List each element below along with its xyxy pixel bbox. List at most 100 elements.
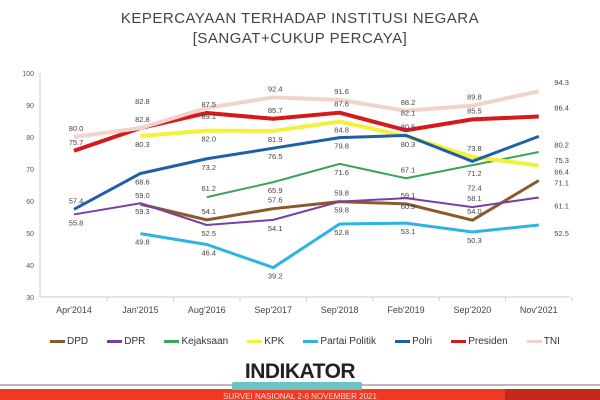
- legend-item-dpr: DPR: [107, 336, 145, 347]
- data-label-dpd: 54.0: [467, 207, 482, 216]
- footer-text: SURVEI NASIONAL 2-6 NOVEMBER 2021: [223, 392, 377, 400]
- data-label-polri: 80.5: [401, 122, 416, 131]
- legend-swatch: [247, 340, 263, 343]
- data-label-tni: 94.3: [554, 78, 569, 87]
- data-label-dpd: 54.1: [201, 207, 216, 216]
- data-label-dpd: 66.4: [554, 168, 569, 177]
- chart-title: KEPERCAYAAN TERHADAP INSTITUSI NEGARA: [120, 10, 480, 27]
- line-chart: 30 40 50 60 70 80 90 100 Apr'2014 Jan'2015 Aug'201…: [22, 71, 573, 315]
- data-label-kejaksaan: 75.3: [554, 156, 569, 165]
- y-tick-label: 40: [26, 263, 34, 270]
- data-label-dpd: 59.8: [334, 189, 349, 198]
- legend-item-partai-politik: Partai Politik: [303, 336, 376, 347]
- x-tick-label: Sep'2020: [454, 305, 492, 315]
- legend-label: Presiden: [468, 336, 508, 347]
- data-label-tni: 82.8: [135, 97, 150, 106]
- data-label-kejaksaan: 65.9: [268, 186, 283, 195]
- data-label-kpk: 82.0: [201, 135, 216, 144]
- data-label-partai-politik: 46.4: [201, 249, 216, 258]
- data-label-dpr: 60.9: [401, 202, 416, 211]
- data-label-kpk: 81.9: [268, 135, 283, 144]
- legend-item-presiden: Presiden: [451, 336, 508, 347]
- data-label-dpd: 59.1: [401, 191, 416, 200]
- data-label-tni: 91.6: [334, 87, 349, 96]
- legend-label: TNI: [543, 336, 560, 347]
- series-line-tni: [73, 89, 540, 139]
- x-tick-label: Nov'2021: [520, 305, 558, 315]
- y-tick-label: 80: [26, 135, 34, 142]
- legend-label: DPD: [67, 336, 89, 347]
- legend: DPD DPR Kejaksaan KPK Partai Politik Polri Pre…: [50, 336, 560, 347]
- legend-swatch: [50, 340, 65, 343]
- data-label-tni: 89.8: [467, 93, 482, 102]
- data-label-polri: 57.4: [69, 196, 84, 205]
- teal-bar: [232, 382, 362, 390]
- legend-swatch: [451, 340, 467, 343]
- data-label-tni: 88.2: [401, 98, 416, 107]
- chart-subtitle: [SANGAT+CUKUP PERCAYA]: [192, 30, 408, 47]
- data-label-polri: 72.4: [467, 183, 482, 192]
- data-label-partai-politik: 52.5: [554, 229, 569, 238]
- y-tick-label: 100: [22, 71, 34, 78]
- data-label-presiden: 82.1: [401, 108, 416, 117]
- data-label-dpr: 61.1: [554, 201, 569, 210]
- data-label-polri: 73.2: [201, 163, 216, 172]
- data-label-kejaksaan: 71.6: [334, 168, 349, 177]
- legend-swatch: [107, 340, 123, 343]
- data-label-presiden: 85.5: [467, 106, 482, 115]
- data-label-dpr: 59.8: [334, 206, 349, 215]
- data-label-kejaksaan: 67.1: [401, 165, 416, 174]
- data-label-dpr: 59.3: [135, 207, 150, 216]
- data-label-dpr: 52.5: [201, 229, 216, 238]
- data-label-partai-politik: 53.1: [401, 227, 416, 236]
- x-tick-label: Sep'2017: [254, 305, 292, 315]
- data-label-presiden: 82.8: [135, 115, 150, 124]
- data-label-dpr: 54.1: [268, 224, 283, 233]
- legend-swatch: [303, 340, 319, 343]
- legend-swatch: [395, 340, 411, 343]
- x-tick-label: Jan'2015: [122, 305, 158, 315]
- data-label-kpk: 84.8: [334, 126, 349, 135]
- legend-label: Partai Politik: [320, 336, 376, 347]
- series-line-partai-politik: [140, 221, 539, 270]
- data-label-partai-politik: 52.8: [334, 228, 349, 237]
- footer-band: SURVEI NASIONAL 2-6 NOVEMBER 2021: [0, 389, 600, 400]
- x-tick-label: Apr'2014: [56, 305, 92, 315]
- data-label-polri: 80.2: [554, 140, 569, 149]
- y-tick-label: 50: [26, 231, 34, 238]
- x-tick-label: Feb'2019: [387, 305, 424, 315]
- legend-item-polri: Polri: [395, 336, 432, 347]
- footer-accent: [505, 389, 600, 400]
- legend-item-kejaksaan: Kejaksaan: [164, 336, 228, 347]
- y-tick-label: 30: [26, 295, 34, 302]
- data-label-presiden: 85.7: [268, 106, 283, 115]
- data-label-dpr: 55.8: [69, 218, 84, 227]
- data-label-tni: 92.4: [268, 84, 283, 93]
- data-label-dpr: 58.1: [467, 194, 482, 203]
- legend-swatch: [526, 340, 542, 343]
- legend-item-tni: TNI: [526, 336, 560, 347]
- data-label-kpk: 71.1: [554, 178, 569, 187]
- data-label-kejaksaan: 61.2: [201, 184, 216, 193]
- data-label-tni: 89.1: [201, 112, 216, 121]
- data-label-presiden: 75.7: [69, 138, 84, 147]
- legend-label: Polri: [412, 336, 433, 347]
- series-line-kpk: [140, 119, 540, 168]
- data-label-presiden: 87.5: [201, 100, 216, 109]
- legend-item-dpd: DPD: [50, 336, 88, 347]
- data-label-kpk: 73.8: [467, 144, 482, 153]
- y-tick-label: 70: [26, 167, 34, 174]
- series-line-dpr: [73, 196, 539, 226]
- y-tick-label: 90: [26, 103, 34, 110]
- data-label-partai-politik: 49.8: [135, 238, 150, 247]
- data-label-partai-politik: 39.2: [268, 272, 283, 281]
- data-label-partai-politik: 50.3: [467, 236, 482, 245]
- series-line-polri: [73, 133, 540, 211]
- legend-swatch: [164, 340, 180, 343]
- legend-label: Kejaksaan: [181, 336, 229, 347]
- data-label-kejaksaan: 71.2: [467, 169, 482, 178]
- data-label-dpd: 59.0: [135, 191, 150, 200]
- data-label-polri: 79.8: [334, 142, 349, 151]
- legend-label: KPK: [264, 336, 285, 347]
- x-tick-label: Sep'2018: [321, 305, 359, 315]
